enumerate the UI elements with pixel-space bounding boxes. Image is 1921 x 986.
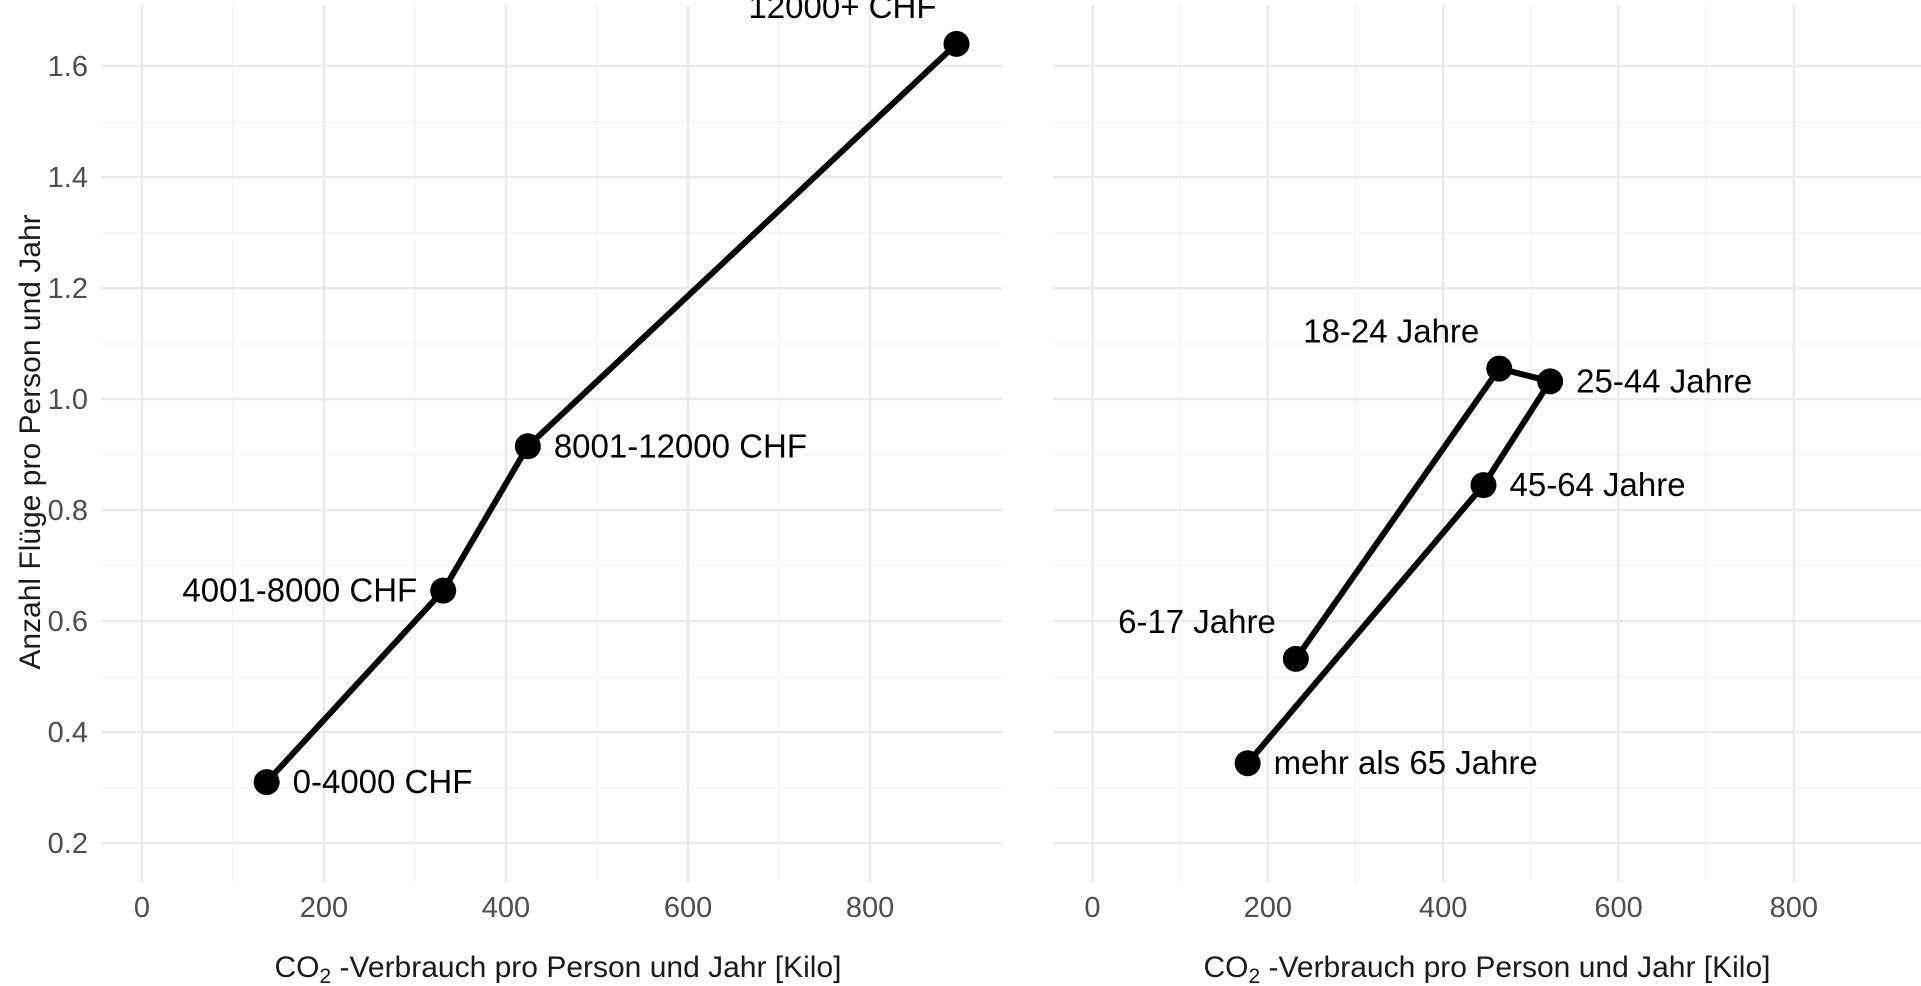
x-axis-title-right: CO2 -Verbrauch pro Person und Jahr [Kilo… [1204, 951, 1771, 986]
data-point [1234, 750, 1261, 777]
x-axis-title-left-prefix: CO [275, 951, 320, 984]
y-tick-label: 0.8 [48, 495, 88, 527]
y-axis-title: Anzahl Flüge pro Person und Jahr [14, 214, 47, 669]
x-axis-title-right-prefix: CO [1204, 951, 1249, 984]
y-tick-label: 1.4 [48, 162, 88, 194]
x-tick-label: 800 [1770, 892, 1818, 924]
y-tick-label: 0.2 [48, 828, 88, 860]
y-tick-label: 0.4 [48, 717, 88, 749]
data-point [514, 433, 541, 460]
right-panel: 0 200 400 600 800 6-17 Jahre 18-24 Jahre 25-44 … [1053, 5, 1921, 924]
series-line [263, 40, 960, 786]
point-label: 18-24 Jahre [1303, 313, 1479, 350]
x-tick-label: 600 [664, 892, 712, 924]
data-point [1470, 472, 1497, 499]
x-tick-label: 600 [1594, 892, 1642, 924]
point-label: 25-44 Jahre [1576, 362, 1752, 399]
x-tick-label: 200 [1244, 892, 1292, 924]
y-tick-label: 0.6 [48, 606, 88, 638]
x-axis-title-left-subscript: 2 [320, 965, 332, 986]
point-label: 0-4000 CHF [293, 763, 473, 800]
x-axis-title-left: CO2 -Verbrauch pro Person und Jahr [Kilo… [275, 951, 842, 986]
x-tick-label: 0 [134, 892, 150, 924]
data-point [430, 577, 457, 604]
point-label: 6-17 Jahre [1118, 603, 1276, 640]
point-label: 12000+ CHF [748, 0, 936, 25]
y-tick-label: 1.2 [48, 273, 88, 305]
x-tick-label: 800 [846, 892, 894, 924]
y-tick-label: 1.0 [48, 384, 88, 416]
data-point [253, 769, 280, 796]
data-point [943, 30, 970, 57]
x-tick-label: 0 [1084, 892, 1100, 924]
x-axis-title-right-subscript: 2 [1249, 965, 1261, 986]
x-tick-label: 200 [300, 892, 348, 924]
data-point [1486, 355, 1513, 382]
point-label: 4001-8000 CHF [182, 572, 417, 609]
y-tick-label: 1.6 [48, 51, 88, 83]
x-axis-title-right-suffix: -Verbrauch pro Person und Jahr [Kilo] [1260, 951, 1770, 984]
point-label: mehr als 65 Jahre [1274, 744, 1538, 781]
point-label: 8001-12000 CHF [554, 427, 807, 464]
left-panel: 0 200 400 600 800 0.2 0.4 0.6 0.8 1.0 1.2 1.4 1.6 0-4… [48, 0, 1002, 924]
x-tick-label: 400 [1419, 892, 1467, 924]
x-axis-title-left-suffix: -Verbrauch pro Person und Jahr [Kilo] [331, 951, 841, 984]
data-point [1537, 368, 1564, 395]
x-tick-label: 400 [482, 892, 530, 924]
data-point [1282, 645, 1309, 672]
point-label: 45-64 Jahre [1509, 466, 1685, 503]
